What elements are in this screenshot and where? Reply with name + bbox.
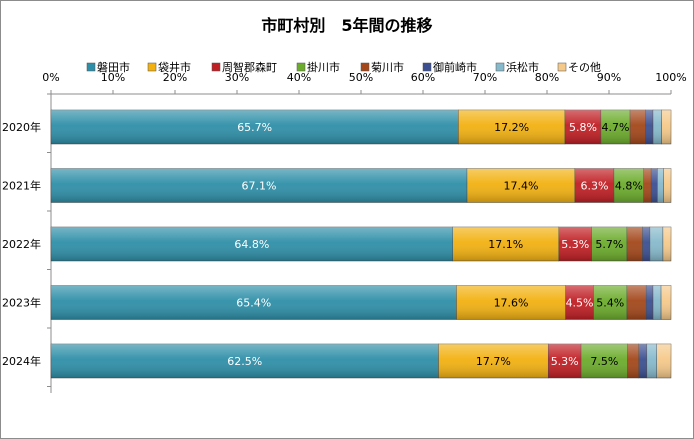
data-label: 4.5% <box>566 297 594 310</box>
legend-label: 御前崎市 <box>433 60 477 74</box>
bar-segment-shading <box>649 227 663 261</box>
legend-label: 浜松市 <box>506 60 539 74</box>
data-label: 64.8% <box>234 238 269 251</box>
legend-label: 周智郡森町 <box>222 60 277 74</box>
legend-swatch <box>211 62 221 72</box>
x-tick-label: 100% <box>655 71 686 84</box>
bar-segment-shading <box>558 227 592 261</box>
data-label: 17.4% <box>503 180 538 193</box>
x-tick-label: 30% <box>225 71 249 84</box>
bar-segment-shading <box>456 285 566 320</box>
legend-swatch <box>557 62 567 72</box>
chart-title: 市町村別 5年間の推移 <box>261 16 432 35</box>
bar-segment-shading <box>626 285 647 320</box>
legend-swatch <box>360 62 370 72</box>
bar-segment-shading <box>51 285 457 320</box>
bar-segment-shading <box>600 110 631 144</box>
legend-swatch <box>86 62 96 72</box>
y-tick-label: 2024年 <box>2 354 41 368</box>
bar-segment-shading <box>653 110 662 144</box>
x-tick-label: 50% <box>349 71 373 84</box>
data-label: 5.7% <box>595 238 623 251</box>
y-axis: 2020年 2021年 2022年 2023年 2024年 <box>2 93 52 393</box>
y-tick-label: 2022年 <box>2 237 41 251</box>
bar-segment-shading <box>642 227 650 261</box>
x-tick-label: 0% <box>42 71 59 84</box>
y-tick-label: 2021年 <box>2 179 41 193</box>
bar-segment-shading <box>51 168 468 203</box>
bar-segment-shading <box>653 285 662 320</box>
bar-segment-shading <box>627 344 639 378</box>
bar-segment-shading <box>613 168 644 203</box>
data-label: 17.6% <box>494 297 529 310</box>
data-label: 67.1% <box>242 180 277 193</box>
bar-segment-shading <box>645 110 654 144</box>
data-label: 17.1% <box>488 238 523 251</box>
data-label: 65.4% <box>236 297 271 310</box>
data-label: 4.8% <box>615 180 643 193</box>
bar-segment-shading <box>593 285 627 320</box>
bar-segment-shading <box>646 285 654 320</box>
bar-segment-shading <box>458 110 565 144</box>
bar-segment-shading <box>51 344 439 378</box>
x-tick-label: 40% <box>287 71 311 84</box>
y-tick-label: 2020年 <box>2 120 41 134</box>
bars-group: 65.7% 17.2% 5.8% 4.7% 67.1% 17.4% 6.3% 4.8% 64.8… <box>50 109 672 379</box>
bar-segment-shading <box>646 344 657 378</box>
x-tick-label: 20% <box>163 71 187 84</box>
x-tick-label: 60% <box>411 71 435 84</box>
bar-segment-shading <box>638 344 647 378</box>
bar-segment-shading <box>51 227 453 261</box>
bar-segment-shading <box>581 344 628 378</box>
bar-segment-shading <box>452 227 559 261</box>
bar-segment-shading <box>565 285 594 320</box>
legend-label: 袋井市 <box>158 60 191 74</box>
x-tick-label: 70% <box>473 71 497 84</box>
data-label: 5.3% <box>561 238 589 251</box>
bar-segment-shading <box>467 168 575 203</box>
bar-segment-shading <box>661 285 671 320</box>
legend-label: その他 <box>568 61 601 74</box>
bar-segment-shading <box>651 168 658 203</box>
bar-segment-shading <box>438 344 549 378</box>
data-label: 5.4% <box>596 297 624 310</box>
data-label: 4.7% <box>602 121 630 134</box>
bar-segment-shading <box>661 110 671 144</box>
legend-swatch <box>422 62 432 72</box>
bar-segment-shading <box>657 168 664 203</box>
bar-segment-shading <box>643 168 652 203</box>
bar-segment-shading <box>548 344 582 378</box>
x-axis: 0% 10% 20% 30% 40% 50% 60% 70% 80% 90% 100% <box>42 71 687 95</box>
x-tick-label: 80% <box>535 71 559 84</box>
bar-segment-shading <box>663 168 671 203</box>
data-label: 17.2% <box>494 121 529 134</box>
chart-legend: 磐田市 袋井市 周智郡森町 掛川市 菊川市 御前崎市 浜松市 その他 <box>86 60 601 74</box>
data-label: 17.7% <box>476 355 511 368</box>
bar-segment-shading <box>564 110 601 144</box>
bar-segment-shading <box>656 344 671 378</box>
data-label: 5.8% <box>569 121 597 134</box>
data-label: 7.5% <box>590 355 618 368</box>
bar-segment-shading <box>51 110 459 144</box>
legend-swatch <box>296 62 306 72</box>
legend-label: 掛川市 <box>307 60 340 74</box>
bar-segment-shading <box>591 227 627 261</box>
y-tick-label: 2023年 <box>2 296 41 310</box>
legend-label: 菊川市 <box>371 60 404 74</box>
legend-swatch <box>147 62 157 72</box>
legend-swatch <box>495 62 505 72</box>
data-label: 6.3% <box>580 180 608 193</box>
bar-segment-shading <box>574 168 614 203</box>
x-tick-label: 90% <box>597 71 621 84</box>
bar-segment-shading <box>626 227 643 261</box>
bar-segment-shading <box>662 227 671 261</box>
x-tick-label: 10% <box>101 71 125 84</box>
bar-segment-shading <box>630 110 646 144</box>
legend-label: 磐田市 <box>97 60 130 74</box>
data-label: 62.5% <box>227 355 262 368</box>
data-label: 65.7% <box>237 121 272 134</box>
data-label: 5.3% <box>551 355 579 368</box>
